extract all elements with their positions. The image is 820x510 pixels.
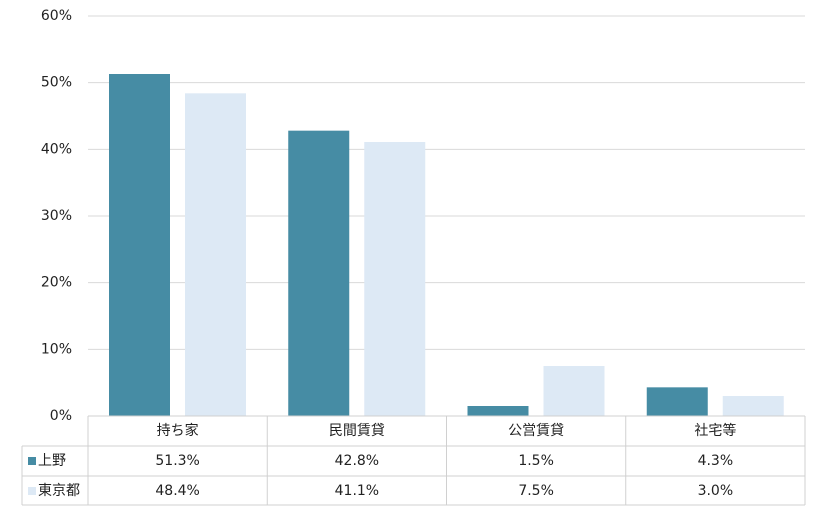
- value-label: 42.8%: [335, 453, 379, 469]
- bar: [364, 142, 426, 416]
- bar: [288, 130, 350, 416]
- x-tick-label: 持ち家: [157, 422, 199, 439]
- y-tick-label: 30%: [41, 208, 72, 224]
- legend-swatch: [28, 457, 36, 465]
- y-tick-label: 0%: [50, 408, 72, 424]
- y-tick-label: 40%: [41, 141, 72, 157]
- x-tick-label: 公営賃貸: [508, 423, 564, 439]
- value-label: 1.5%: [518, 453, 554, 469]
- value-label: 48.4%: [155, 483, 199, 499]
- legend-swatch: [28, 487, 36, 495]
- bar: [109, 74, 170, 416]
- data-table-frame: [21, 445, 805, 506]
- legend-label: 上野: [38, 453, 66, 469]
- value-label: 41.1%: [335, 483, 379, 499]
- x-tick-label: 民間賃貸: [329, 423, 385, 439]
- y-tick-label: 10%: [41, 341, 72, 357]
- x-tick-label: 社宅等: [694, 422, 736, 439]
- value-label: 4.3%: [698, 453, 734, 469]
- y-tick-label: 50%: [41, 75, 72, 91]
- y-tick-label: 20%: [41, 275, 72, 291]
- legend-label: 東京都: [38, 483, 80, 499]
- bar: [543, 366, 605, 416]
- bar: [467, 406, 529, 416]
- bar: [185, 93, 246, 416]
- value-label: 7.5%: [518, 483, 554, 499]
- bar: [722, 396, 784, 416]
- bar: [646, 387, 708, 416]
- value-label: 51.3%: [155, 453, 199, 469]
- value-label: 3.0%: [698, 483, 734, 499]
- y-tick-label: 60%: [41, 8, 72, 24]
